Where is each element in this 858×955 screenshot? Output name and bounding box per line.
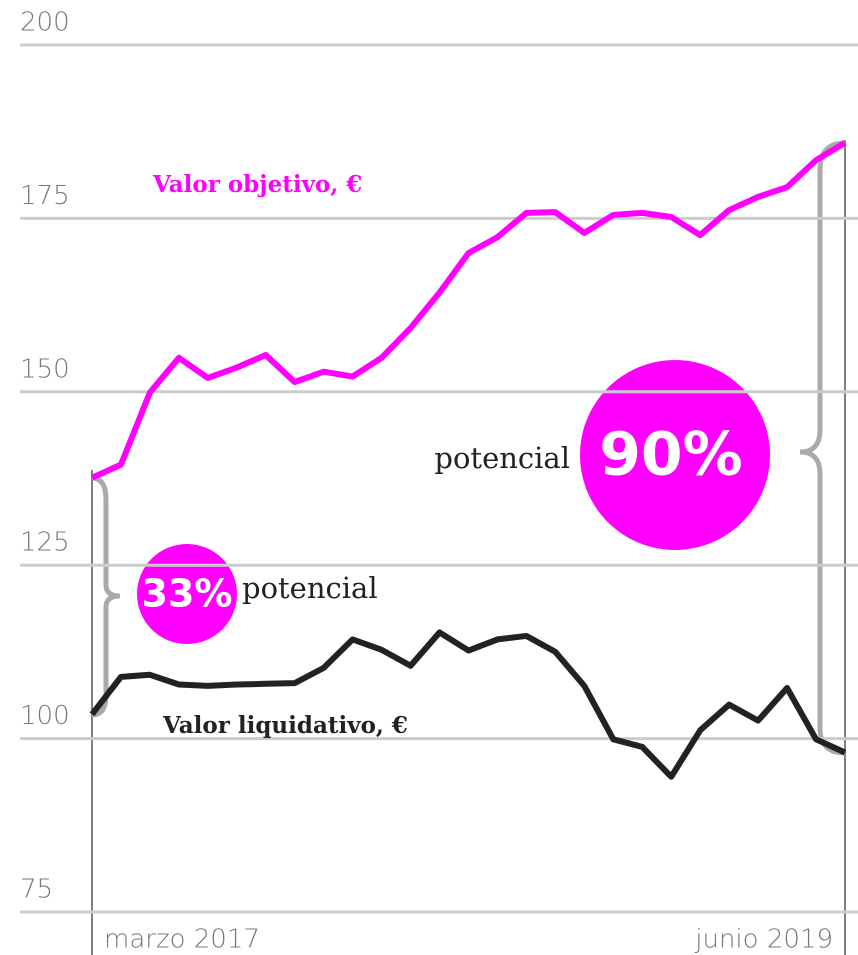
annotation: potencial	[242, 571, 378, 605]
series-label: Valor liquidativo, €	[162, 712, 408, 739]
x-tick-label: junio 2019	[694, 925, 833, 955]
annotation: 90%	[599, 420, 743, 490]
y-tick-label: 175	[20, 181, 70, 211]
line	[89, 629, 847, 780]
series-label: Valor objetivo, €	[152, 171, 362, 198]
y-tick-label: 75	[20, 875, 53, 905]
bracket	[91, 475, 121, 718]
y-tick-label: 150	[20, 354, 70, 384]
x-tick-label: marzo 2017	[104, 925, 260, 955]
y-tick-label: 200	[20, 8, 70, 38]
y-tick-label: 100	[20, 701, 70, 731]
badge	[580, 360, 770, 550]
annotation: potencial	[434, 441, 570, 475]
badge	[137, 544, 237, 644]
y-tick-label: 125	[20, 528, 70, 558]
line	[90, 140, 847, 481]
annotation: 33%	[142, 572, 233, 616]
bracket	[799, 140, 846, 756]
